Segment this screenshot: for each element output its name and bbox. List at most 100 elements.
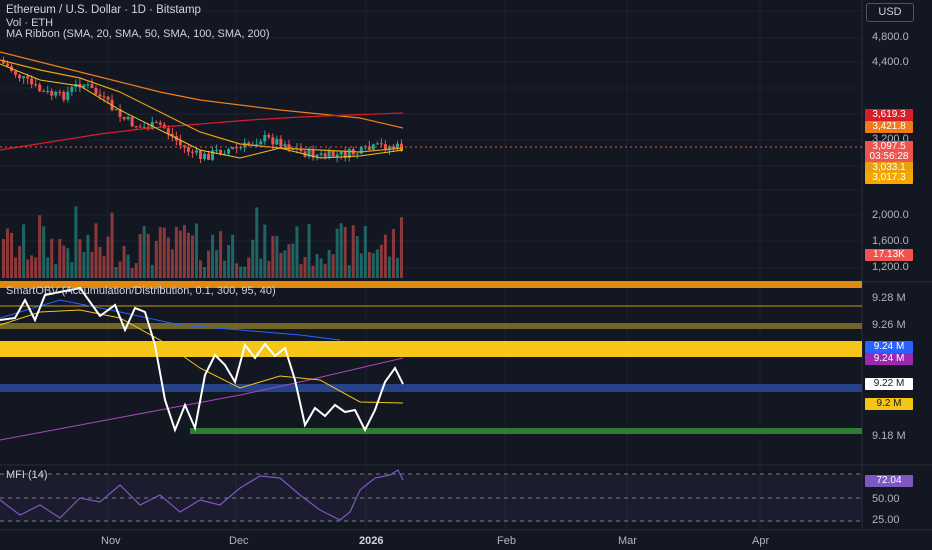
candle-body (122, 116, 126, 120)
mfi-legend[interactable]: MFI (14) (6, 469, 48, 481)
candle-body (335, 154, 339, 157)
mfi-band (0, 474, 862, 522)
candle-body (46, 90, 50, 92)
volume-bar (215, 250, 219, 278)
sma20-price-tag: 3,017.3 (865, 172, 913, 184)
candle-body (255, 144, 259, 146)
obv-yellow-tag: 9.2 M (865, 398, 913, 410)
volume-bar (10, 232, 14, 278)
candle-body (379, 143, 383, 145)
candle-body (315, 154, 319, 158)
candle-body (279, 138, 283, 147)
obv-axis-label: 9.26 M (872, 319, 906, 331)
volume-bar (239, 266, 243, 278)
candle-body (219, 150, 223, 154)
candle-body (327, 150, 331, 157)
sma20-line (0, 63, 404, 159)
obv-level-band (190, 428, 862, 434)
candle-body (367, 146, 371, 150)
volume-bar (363, 226, 367, 278)
volume-bar (162, 227, 166, 278)
candle-body (235, 147, 239, 149)
candle-body (263, 135, 267, 142)
price-axis-label: 1,600.0 (872, 235, 909, 247)
candle-body (38, 84, 42, 92)
volume-bar (86, 234, 90, 278)
candle-body (227, 149, 231, 154)
candle-body (26, 76, 30, 79)
sma100-price-tag: 3,421.8 (865, 121, 913, 133)
volume-bar (207, 250, 211, 278)
sma50-price-tag: 3,033.1 (865, 162, 913, 174)
candle-body (22, 76, 26, 79)
volume-bar (335, 228, 339, 278)
obv-level-band (0, 323, 862, 329)
candle-body (359, 147, 363, 154)
candle-body (138, 126, 142, 128)
obv-purple-tag: 9.24 M (865, 353, 913, 365)
volume-bar (267, 260, 271, 278)
volume-bar (351, 225, 355, 278)
candle-body (82, 84, 86, 88)
candle-body (6, 63, 10, 67)
candle-body (126, 116, 130, 120)
smartobv-legend[interactable]: SmartOBV (Accumulation/Distribution, 0.1… (6, 285, 276, 297)
candle-body (190, 151, 194, 153)
volume-bar (327, 249, 331, 278)
volume-bar (219, 231, 223, 278)
volume-bar (50, 238, 54, 278)
candle-body (271, 137, 275, 145)
candle-body (319, 153, 323, 155)
volume-bar (174, 226, 178, 278)
candle-body (2, 60, 5, 64)
volume-bar (235, 263, 239, 278)
candle-body (311, 149, 315, 158)
volume-bar (102, 256, 106, 278)
sma50-line (0, 59, 404, 153)
volume-tag: 17.13K (865, 249, 913, 261)
volume-bar (307, 224, 311, 278)
obv-ma-line (0, 357, 404, 441)
time-axis-label-dec: Dec (229, 535, 249, 547)
candle-body (166, 128, 170, 134)
candle-body (247, 142, 251, 145)
candle-body (375, 143, 379, 145)
currency-button[interactable]: USD (866, 3, 914, 22)
volume-bar (355, 236, 359, 278)
volume-bar (82, 251, 86, 278)
volume-bar (6, 228, 10, 278)
ma-ribbon-legend[interactable]: MA Ribbon (SMA, 20, SMA, 50, SMA, 100, S… (6, 28, 270, 40)
candle-body (291, 148, 295, 150)
volume-bar (58, 238, 62, 278)
volume-legend[interactable]: Vol · ETH (6, 17, 54, 29)
volume-bar (259, 258, 263, 278)
candle-body (239, 147, 243, 149)
candle-body (142, 127, 146, 129)
obv-level-band (0, 384, 862, 392)
volume-bar (18, 246, 22, 278)
candle-body (186, 147, 190, 152)
volume-bar (110, 212, 114, 278)
volume-bar (170, 249, 174, 278)
volume-bar (387, 256, 391, 278)
volume-bar (223, 260, 227, 278)
candle-body (94, 88, 98, 95)
obv-signal-line (0, 309, 404, 404)
volume-bar (371, 253, 375, 278)
price-axis-label: 4,800.0 (872, 31, 909, 43)
candle-body (34, 84, 38, 86)
volume-bar (391, 229, 395, 278)
obv-line (0, 286, 404, 433)
candle-body (203, 153, 206, 159)
candle-body (30, 78, 34, 85)
volume-bar (343, 226, 347, 278)
volume-bar (375, 249, 379, 278)
volume-bar (283, 250, 287, 278)
volume-bar (339, 223, 343, 278)
symbol-title[interactable]: Ethereum / U.S. Dollar · 1D · Bitstamp (6, 4, 201, 16)
candle-body (118, 109, 122, 117)
candle-body (170, 133, 174, 136)
volume-bar (194, 223, 198, 278)
